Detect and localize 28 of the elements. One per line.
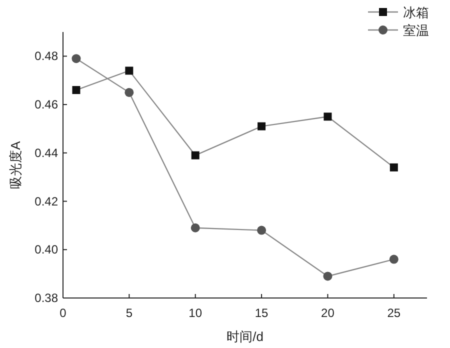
point — [72, 54, 81, 64]
x-tick-label: 15 — [254, 306, 269, 320]
x-tick-label: 25 — [387, 306, 401, 320]
y-tick-label: 0.46 — [34, 98, 58, 112]
point — [390, 163, 398, 172]
x-axis-title: 时间/d — [226, 329, 264, 344]
y-axis-title: 吸光度A — [8, 140, 23, 189]
point — [125, 66, 134, 75]
y-tick-label: 0.42 — [34, 194, 58, 208]
point — [124, 88, 134, 97]
point — [72, 86, 80, 94]
x-tick-label: 5 — [126, 306, 133, 320]
point — [190, 223, 200, 232]
point — [257, 226, 266, 235]
legend-label: 室温 — [403, 23, 429, 38]
x-tick-label: 10 — [188, 306, 202, 320]
point — [191, 151, 200, 160]
x-tick-label: 0 — [60, 306, 67, 320]
y-tick-label: 0.40 — [34, 242, 58, 257]
point — [389, 254, 398, 264]
point — [324, 112, 332, 121]
y-tick-label: 0.48 — [34, 49, 58, 64]
point — [323, 272, 332, 281]
y-tick-label: 0.38 — [34, 291, 58, 305]
legend-label: 冰箱 — [403, 5, 429, 20]
x-tick-label: 20 — [321, 306, 335, 320]
y-tick-label: 0.44 — [34, 146, 58, 160]
point — [258, 122, 266, 130]
